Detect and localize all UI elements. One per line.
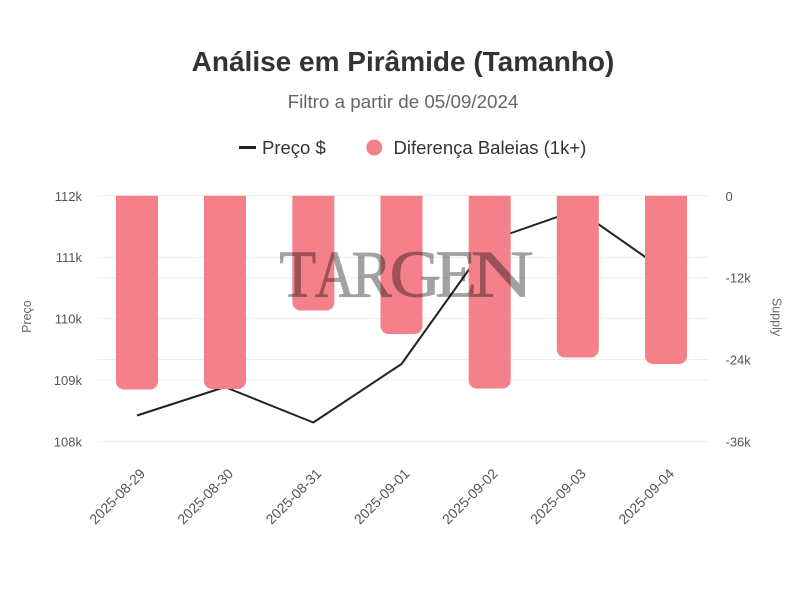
svg-text:-24k: -24k xyxy=(726,353,752,368)
svg-text:N: N xyxy=(471,238,534,311)
svg-text:111k: 111k xyxy=(56,250,83,265)
svg-text:108k: 108k xyxy=(54,434,83,449)
svg-text:0: 0 xyxy=(726,189,733,204)
svg-text:Preço: Preço xyxy=(20,300,34,333)
svg-text:Preço $: Preço $ xyxy=(262,137,326,158)
svg-text:109k: 109k xyxy=(54,373,83,388)
svg-text:110k: 110k xyxy=(55,312,83,327)
svg-text:R: R xyxy=(352,238,393,311)
svg-text:-12k: -12k xyxy=(726,271,752,286)
svg-text:Diferença Baleias (1k+): Diferença Baleias (1k+) xyxy=(394,137,587,158)
svg-text:G: G xyxy=(390,238,442,311)
svg-text:112k: 112k xyxy=(55,189,83,204)
svg-text:Análise em Pirâmide (Tamanho): Análise em Pirâmide (Tamanho) xyxy=(192,46,615,77)
svg-text:E: E xyxy=(435,238,477,311)
svg-text:T: T xyxy=(279,238,316,311)
svg-text:Supply: Supply xyxy=(770,298,784,337)
svg-text:A: A xyxy=(315,238,355,311)
svg-text:Filtro a partir de 05/09/2024: Filtro a partir de 05/09/2024 xyxy=(288,91,519,112)
svg-text:-36k: -36k xyxy=(726,434,752,449)
